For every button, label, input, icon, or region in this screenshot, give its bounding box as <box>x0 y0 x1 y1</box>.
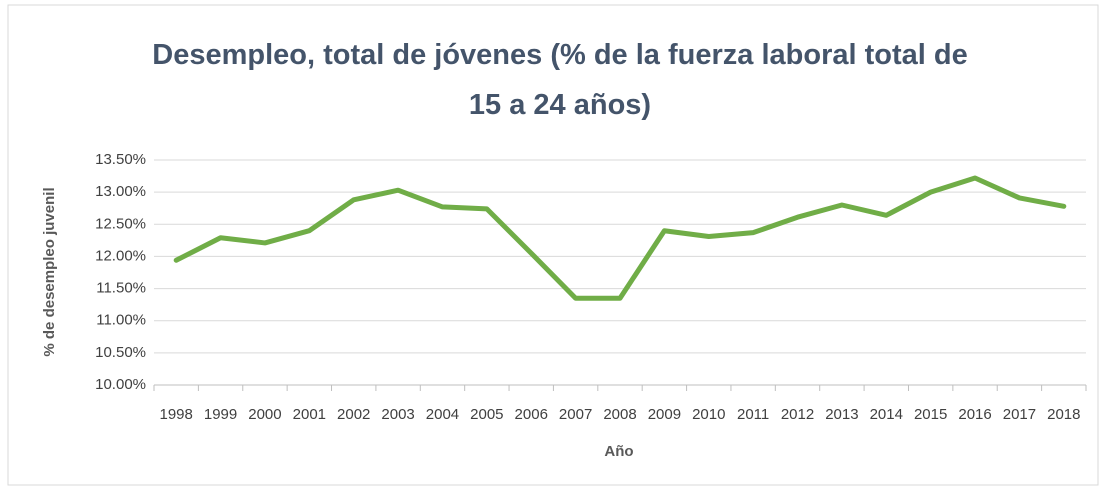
x-tick-label: 2006 <box>515 406 548 423</box>
x-tick-label: 2008 <box>603 406 636 423</box>
y-tick-label: 12.50% <box>95 215 146 232</box>
x-tick-label: 2018 <box>1047 406 1080 423</box>
x-tick-label: 2012 <box>781 406 814 423</box>
x-tick-label: 2002 <box>337 406 370 423</box>
y-tick-label: 13.00% <box>95 183 146 200</box>
x-tick-label: 2013 <box>825 406 858 423</box>
x-tick-label: 2010 <box>692 406 725 423</box>
x-axis-label: Año <box>604 443 633 460</box>
y-tick-label: 13.50% <box>95 151 146 168</box>
x-tick-label: 1999 <box>204 406 237 423</box>
y-tick-label: 12.00% <box>95 247 146 264</box>
x-tick-label: 2003 <box>381 406 414 423</box>
y-axis-label: % de desempleo juvenil <box>41 187 58 356</box>
x-tick-label: 2009 <box>648 406 681 423</box>
x-tick-label: 2015 <box>914 406 947 423</box>
x-tick-label: 2007 <box>559 406 592 423</box>
y-tick-label: 11.00% <box>96 312 146 329</box>
x-tick-label: 2000 <box>248 406 281 423</box>
x-tick-label: 1998 <box>160 406 193 423</box>
chart-border <box>7 4 1099 486</box>
x-tick-label: 2005 <box>470 406 503 423</box>
y-tick-label: 10.00% <box>95 376 146 393</box>
y-tick-label: 10.50% <box>95 344 146 361</box>
x-tick-label: 2016 <box>958 406 991 423</box>
x-tick-label: 2017 <box>1003 406 1036 423</box>
data-line <box>173 175 1067 301</box>
x-tick-label: 2001 <box>293 406 326 423</box>
x-tick-label: 2014 <box>870 406 903 423</box>
x-tick-label: 2011 <box>737 406 769 423</box>
y-tick-label: 11.50% <box>96 280 146 297</box>
chart-title: Desempleo, total de jóvenes (% de la fue… <box>152 39 968 121</box>
x-tick-label: 2004 <box>426 406 459 423</box>
